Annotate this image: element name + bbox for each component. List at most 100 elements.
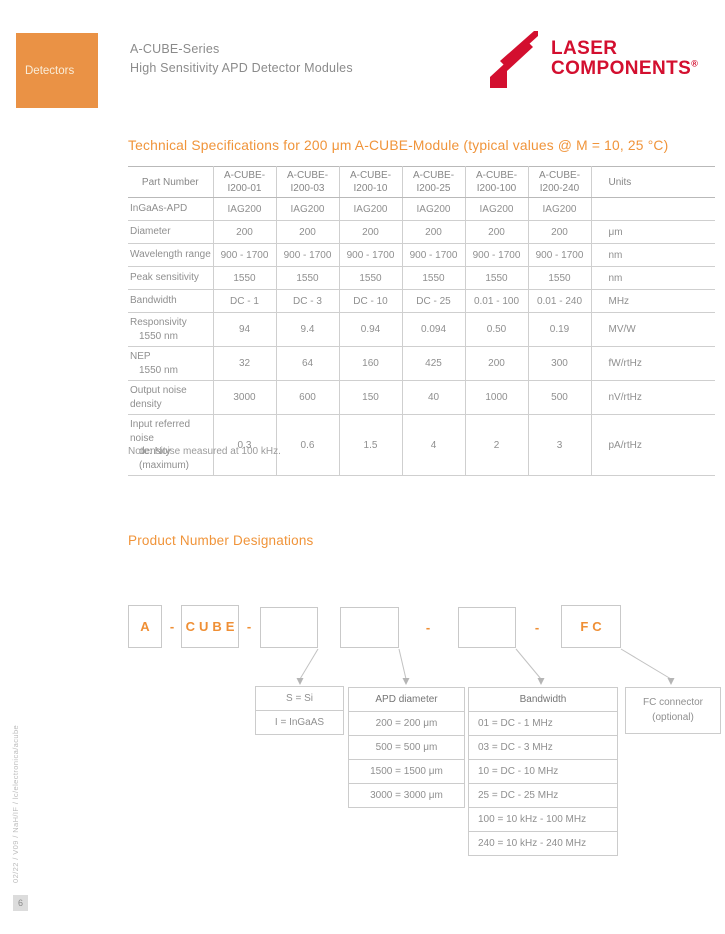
spec-cell: 425 xyxy=(402,346,466,381)
spec-table-header-cell: A-CUBE- I200-03 xyxy=(276,166,340,198)
laser-components-logo-icon xyxy=(490,31,538,94)
spec-table-header-cell: A-CUBE- I200-240 xyxy=(528,166,592,198)
spec-section-title: Technical Specifications for 200 μm A-CU… xyxy=(128,138,669,153)
series-title: A-CUBE-Series xyxy=(130,42,220,56)
code-box-bandwidth xyxy=(458,607,516,648)
spec-cell: 32 xyxy=(213,346,277,381)
spec-unit-cell: MV/W xyxy=(591,312,715,347)
legend-row: 03 = DC - 3 MHz xyxy=(468,735,618,760)
spec-row-label: InGaAs-APD xyxy=(128,197,214,221)
spec-cell: 900 - 1700 xyxy=(528,243,592,267)
spec-unit-cell: MHz xyxy=(591,289,715,313)
legend-diameter-table: APD diameter 200 = 200 μm 500 = 500 μm 150… xyxy=(348,687,465,808)
spec-cell: DC - 10 xyxy=(339,289,403,313)
logo-line2: COMPONENTS® xyxy=(551,58,699,80)
spec-table-row: Peak sensitivity 1550 1550 1550 1550 155… xyxy=(128,266,715,290)
spec-unit-cell: nm xyxy=(591,243,715,267)
spec-cell: IAG200 xyxy=(339,197,403,221)
header-titles: A-CUBE-Series High Sensitivity APD Detec… xyxy=(130,40,353,79)
spec-table-row: Input referred noise density (maximum) 0.… xyxy=(128,414,715,476)
spec-cell: 4 xyxy=(402,414,466,476)
legend-bandwidth-header: Bandwidth xyxy=(468,687,618,712)
legend-row: 01 = DC - 1 MHz xyxy=(468,711,618,736)
legend-row: S = Si xyxy=(255,686,344,711)
spec-cell: 150 xyxy=(339,380,403,415)
spec-table-header-cell: Part Number xyxy=(128,166,214,198)
spec-table-row: Responsivity 1550 nm 94 9.4 0.94 0.094 0.… xyxy=(128,312,715,347)
spec-cell: 600 xyxy=(276,380,340,415)
spec-unit-cell: pA/rtHz xyxy=(591,414,715,476)
spec-cell: DC - 3 xyxy=(276,289,340,313)
legend-row: 10 = DC - 10 MHz xyxy=(468,759,618,784)
legend-row: 25 = DC - 25 MHz xyxy=(468,783,618,808)
spec-cell: IAG200 xyxy=(465,197,529,221)
code-box-cube: CUBE xyxy=(181,605,239,648)
spec-cell: DC - 25 xyxy=(402,289,466,313)
spec-cell: 3 xyxy=(528,414,592,476)
series-subtitle: High Sensitivity APD Detector Modules xyxy=(130,61,353,76)
spec-cell: IAG200 xyxy=(528,197,592,221)
spec-table: Part Number A-CUBE- I200-01 A-CUBE- I200-03 A… xyxy=(128,166,715,476)
spec-cell: 300 xyxy=(528,346,592,381)
spec-cell: 1550 xyxy=(213,266,277,290)
spec-table-row: Bandwidth DC - 1 DC - 3 DC - 10 DC - 25 … xyxy=(128,289,715,313)
spec-unit-cell: fW/rtHz xyxy=(591,346,715,381)
spec-table-header-row: Part Number A-CUBE- I200-01 A-CUBE- I200-03 A… xyxy=(128,166,715,198)
code-box-fc: FC xyxy=(561,605,621,648)
spec-table-header-cell: A-CUBE- I200-10 xyxy=(339,166,403,198)
spec-cell: 900 - 1700 xyxy=(402,243,466,267)
spec-row-label: Wavelength range xyxy=(128,243,214,267)
spec-cell: 64 xyxy=(276,346,340,381)
fc-connector-line1: FC connector xyxy=(642,697,704,708)
spec-cell: 200 xyxy=(465,220,529,244)
logo-line1: LASER xyxy=(551,38,618,59)
legend-bandwidth-table: Bandwidth 01 = DC - 1 MHz 03 = DC - 3 MHz… xyxy=(468,687,618,856)
spec-table-row: Output noise density 3000 600 150 40 100… xyxy=(128,380,715,415)
spec-cell: 0.3 xyxy=(213,414,277,476)
code-dash: - xyxy=(425,620,431,635)
detectors-tab: Detectors xyxy=(16,33,98,108)
code-box-diameter xyxy=(340,607,399,648)
legend-row: 100 = 10 kHz - 100 MHz xyxy=(468,807,618,832)
spec-cell: 1550 xyxy=(402,266,466,290)
spec-cell: 200 xyxy=(402,220,466,244)
spec-cell: 200 xyxy=(276,220,340,244)
spec-unit-cell: nV/rtHz xyxy=(591,380,715,415)
table-note: Note: Noise measured at 100 kHz. xyxy=(128,446,281,457)
registered-mark: ® xyxy=(691,58,699,69)
spec-cell: 0.94 xyxy=(339,312,403,347)
spec-table-row: NEP 1550 nm 32 64 160 425 200 300 fW/rtHz xyxy=(128,346,715,381)
spec-cell: 1550 xyxy=(276,266,340,290)
spec-cell: 1.5 xyxy=(339,414,403,476)
spec-cell: 1550 xyxy=(528,266,592,290)
spec-cell: IAG200 xyxy=(276,197,340,221)
logo-wordmark: LASER COMPONENTS® xyxy=(551,38,699,80)
fc-connector-line2: (optional) xyxy=(652,711,694,723)
spec-cell: 200 xyxy=(339,220,403,244)
legend-row: I = InGaAS xyxy=(255,710,344,735)
spec-cell: 0.6 xyxy=(276,414,340,476)
spec-unit-cell: nm xyxy=(591,266,715,290)
spec-row-label: Responsivity 1550 nm xyxy=(128,312,214,347)
legend-material-table: S = Si I = InGaAS xyxy=(255,686,344,735)
spec-cell: 3000 xyxy=(213,380,277,415)
spec-cell: 2 xyxy=(465,414,529,476)
spec-cell: 1000 xyxy=(465,380,529,415)
spec-cell: 0.19 xyxy=(528,312,592,347)
designations-title: Product Number Designations xyxy=(128,533,314,548)
code-dash: - xyxy=(534,620,540,635)
spec-cell: 1550 xyxy=(465,266,529,290)
legend-row: 240 = 10 kHz - 240 MHz xyxy=(468,831,618,856)
spec-unit-cell xyxy=(591,197,715,221)
spec-cell: IAG200 xyxy=(402,197,466,221)
page-number: 6 xyxy=(13,895,28,911)
spec-table-row: InGaAs-APD IAG200 IAG200 IAG200 IAG200 I… xyxy=(128,197,715,221)
spec-row-label: Input referred noise density (maximum) xyxy=(128,414,214,476)
spec-cell: IAG200 xyxy=(213,197,277,221)
spec-cell: 0.50 xyxy=(465,312,529,347)
spec-row-label: Peak sensitivity xyxy=(128,266,214,290)
spec-cell: 900 - 1700 xyxy=(339,243,403,267)
spec-row-label: Diameter xyxy=(128,220,214,244)
spec-cell: 900 - 1700 xyxy=(276,243,340,267)
